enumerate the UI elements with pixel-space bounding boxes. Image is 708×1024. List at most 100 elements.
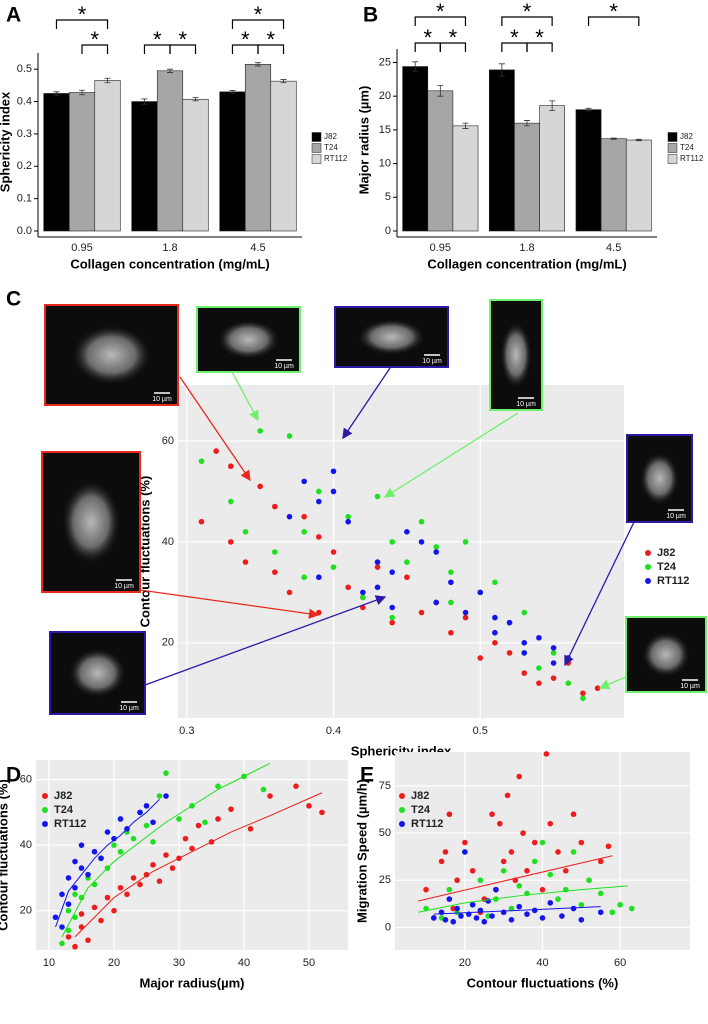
data-point [330, 468, 337, 475]
x-axis-title: Contour fluctuations (%) [467, 975, 619, 990]
data-point [586, 877, 592, 884]
fit-line [433, 906, 601, 915]
data-point [78, 911, 85, 917]
fit-line [55, 798, 160, 928]
scale-label: 10 µm [680, 683, 700, 690]
y-tick-label: 50 [379, 827, 391, 839]
error-bar [141, 98, 148, 105]
y-tick-label: 0.4 [17, 95, 32, 107]
data-point [597, 858, 604, 865]
data-point [550, 645, 557, 651]
data-point [137, 881, 143, 888]
data-point [594, 685, 601, 692]
y-tick-label: 60 [162, 435, 174, 447]
data-point [404, 559, 410, 565]
cell-image [642, 632, 690, 677]
legend-swatch [667, 132, 678, 142]
data-point [508, 905, 515, 912]
data-point [404, 529, 410, 535]
fit-line [74, 792, 323, 938]
scale-label: 10 µm [274, 363, 294, 370]
data-point [198, 458, 205, 464]
data-point [448, 579, 454, 586]
data-point [137, 809, 143, 816]
data-point [506, 619, 513, 626]
data-point [492, 640, 498, 646]
data-point [450, 918, 457, 925]
data-point [345, 518, 351, 525]
data-point [458, 913, 464, 919]
cell-image [61, 480, 121, 564]
data-point [547, 820, 554, 827]
legend-marker [645, 564, 651, 570]
bar [539, 105, 565, 232]
data-point [539, 839, 546, 846]
x-tick-label: 1.8 [162, 242, 177, 254]
bar [68, 92, 96, 232]
data-point [150, 819, 156, 826]
data-point [433, 544, 440, 550]
scale-label: 10 µm [119, 705, 139, 712]
data-point [85, 937, 91, 943]
data-point [260, 786, 267, 793]
data-point [580, 690, 586, 697]
data-point [389, 604, 395, 611]
bar [94, 80, 121, 232]
data-point [521, 640, 528, 646]
data-point [247, 825, 254, 832]
significance-star: * [241, 27, 250, 52]
data-point [301, 478, 307, 485]
data-point [493, 886, 499, 893]
legend-marker [42, 821, 48, 827]
data-point [485, 898, 491, 904]
y-tick-label: 25 [379, 874, 391, 886]
y-tick-label: 20 [162, 637, 174, 649]
data-point [497, 820, 503, 827]
y-axis-title: Migration Speed (µm/h) [354, 779, 369, 923]
data-point [462, 609, 469, 616]
data-point [489, 913, 495, 919]
legend-label: T24 [54, 804, 74, 816]
data-point [242, 529, 249, 535]
data-point [78, 842, 85, 848]
scale-label: 10 µm [666, 513, 686, 520]
data-point [418, 609, 425, 616]
significance-bracket [439, 42, 467, 52]
data-point [570, 811, 577, 818]
x-tick-label: 60 [614, 957, 626, 969]
bar [182, 98, 209, 232]
x-tick-label: 40 [536, 957, 548, 969]
y-tick-label: 40 [20, 839, 32, 851]
data-point [198, 518, 205, 525]
data-point [389, 539, 395, 545]
legend-swatch [667, 154, 678, 164]
panel-label: A [6, 4, 21, 27]
data-point [360, 589, 366, 596]
data-point [531, 858, 538, 865]
data-point [506, 650, 513, 656]
arrow [598, 675, 629, 690]
data-point [508, 849, 515, 855]
legend-swatch [311, 132, 322, 142]
data-point [536, 634, 542, 641]
y-tick-label: 20 [379, 90, 391, 102]
x-tick-label: 1.8 [519, 242, 534, 254]
data-point [202, 819, 208, 826]
error-bar [610, 137, 617, 140]
data-point [301, 574, 307, 581]
data-point [448, 629, 454, 636]
y-tick-label: 0 [385, 225, 391, 237]
data-point [286, 589, 293, 596]
plot-background [178, 385, 624, 718]
legend-marker [645, 550, 651, 556]
error-bar [524, 120, 530, 127]
data-point [150, 862, 156, 868]
legend-marker [399, 821, 405, 827]
legend-swatch [667, 143, 678, 153]
significance-bracket [587, 16, 640, 26]
significance-star: * [153, 27, 162, 52]
data-point [404, 574, 410, 581]
scale-label: 10 µm [152, 396, 172, 403]
data-point [345, 513, 351, 520]
data-point [374, 584, 381, 591]
